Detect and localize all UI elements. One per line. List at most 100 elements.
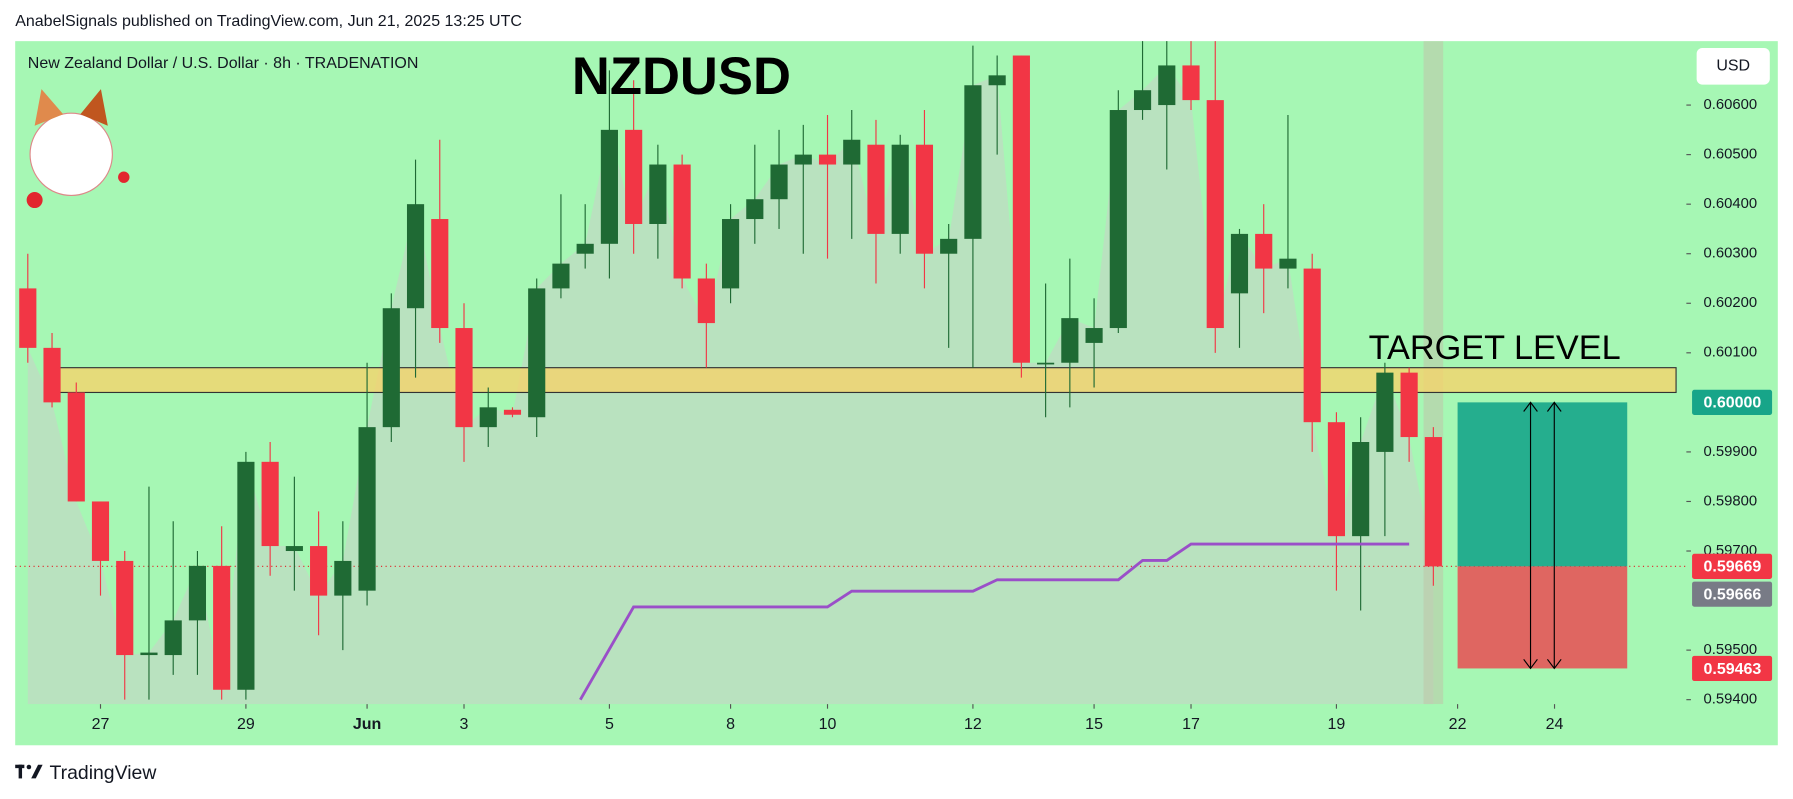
line-series xyxy=(579,542,1410,701)
candle-body xyxy=(1061,318,1079,363)
y-tick-label: 0.60500 xyxy=(1704,147,1758,163)
candle-body xyxy=(406,204,425,309)
candle-body xyxy=(625,129,643,224)
candle-body xyxy=(1109,110,1127,329)
candle-body xyxy=(382,308,400,428)
candle-body xyxy=(988,75,1006,86)
candle-body xyxy=(528,288,546,418)
price-tag-label: 0.59669 xyxy=(1704,559,1762,576)
x-tick-label: 10 xyxy=(819,716,837,733)
candle-body xyxy=(794,154,812,165)
axes: 0.594000.595000.597000.598000.599000.601… xyxy=(92,97,1773,733)
candle-body xyxy=(116,560,134,656)
candle-body xyxy=(1352,442,1370,537)
candle-body xyxy=(1424,437,1442,567)
candle-body xyxy=(431,219,449,329)
arrow-head xyxy=(1546,401,1562,670)
candle-body xyxy=(261,461,279,547)
candle-body xyxy=(1085,328,1103,343)
candle-body xyxy=(746,199,764,220)
candle-body xyxy=(1303,268,1321,423)
candle-body xyxy=(164,620,182,656)
y-tick-label: 0.60200 xyxy=(1704,295,1758,311)
candle-body xyxy=(213,565,231,690)
candle-body xyxy=(915,144,934,254)
candle-body xyxy=(43,347,61,403)
candle-body xyxy=(649,164,667,224)
subtitle: New Zealand Dollar / U.S. Dollar · 8h · … xyxy=(28,55,419,72)
chart-title: NZDUSD xyxy=(572,47,791,106)
x-tick-label: 8 xyxy=(726,716,735,733)
annotation: TARGET LEVEL xyxy=(1369,329,1621,367)
x-tick-label: 15 xyxy=(1085,716,1103,733)
y-tick-label: 0.60600 xyxy=(1704,97,1758,113)
x-tick-label: 27 xyxy=(92,716,110,733)
x-tick-label: 22 xyxy=(1449,716,1467,733)
mascot xyxy=(26,89,130,209)
x-tick-label: 19 xyxy=(1328,716,1346,733)
loss-box xyxy=(1457,566,1628,669)
price-tag xyxy=(1692,581,1773,607)
candle-body xyxy=(19,288,37,348)
currency-button[interactable] xyxy=(1696,48,1770,85)
candle-body xyxy=(334,560,352,596)
candle-body xyxy=(576,243,594,254)
x-tick-label: 24 xyxy=(1546,716,1564,733)
candle-body xyxy=(1133,90,1152,111)
price-tag xyxy=(1692,389,1773,415)
currency[interactable]: USD xyxy=(1716,58,1750,75)
candle-body xyxy=(188,565,207,621)
price-tag-label: 0.59666 xyxy=(1704,587,1762,604)
candle-body xyxy=(1376,372,1394,452)
price-tag xyxy=(1692,655,1773,682)
candle-body xyxy=(1279,258,1297,269)
y-tick-label: 0.59500 xyxy=(1704,642,1758,658)
y-tick-label: 0.60100 xyxy=(1704,345,1758,361)
x-tick-label: 29 xyxy=(237,716,255,733)
brand: TradingView xyxy=(49,762,157,784)
y-tick-label: 0.59900 xyxy=(1704,444,1758,460)
candle-body xyxy=(697,278,715,324)
y-tick-label: 0.60400 xyxy=(1704,196,1758,212)
y-tick-label: 0.59400 xyxy=(1704,692,1758,708)
profit-box xyxy=(1457,402,1628,567)
candle-body xyxy=(1327,422,1345,537)
y-tick-label: 0.59800 xyxy=(1704,493,1758,509)
x-tick-label: 17 xyxy=(1182,716,1200,733)
candle-body xyxy=(770,164,788,200)
x-tick-label: 12 xyxy=(964,716,982,733)
candle-body xyxy=(1255,233,1273,269)
candle-body xyxy=(1400,372,1418,438)
candle-body xyxy=(673,164,691,279)
candle-body xyxy=(479,407,497,428)
candle-body xyxy=(67,392,85,502)
candle-body xyxy=(285,546,303,552)
candle-body xyxy=(91,501,110,561)
candle-body xyxy=(891,144,909,234)
candle-body xyxy=(552,263,570,289)
candle-body xyxy=(237,461,255,690)
x-tick-label: 5 xyxy=(605,716,614,733)
y-tick-label: 0.60300 xyxy=(1704,246,1758,262)
x-tick-label: 3 xyxy=(460,716,469,733)
candle-body xyxy=(1158,65,1176,106)
arrow-head xyxy=(1523,401,1538,670)
candle-body xyxy=(358,427,376,591)
candle-body xyxy=(600,129,618,244)
candle-body xyxy=(867,144,885,234)
logo xyxy=(15,764,43,779)
candle-body xyxy=(843,139,861,165)
x-tick-label: Jun xyxy=(353,716,381,733)
candle-body xyxy=(818,154,837,165)
price-tag-label: 0.59463 xyxy=(1704,661,1762,678)
candle-body xyxy=(455,328,473,428)
candle-body xyxy=(1037,362,1055,365)
candle-body xyxy=(1012,55,1030,363)
candle-body xyxy=(1206,100,1224,329)
plot-area xyxy=(15,41,1687,705)
candle-body xyxy=(1230,233,1249,294)
candle-body xyxy=(964,85,982,239)
candle-body xyxy=(722,219,740,289)
